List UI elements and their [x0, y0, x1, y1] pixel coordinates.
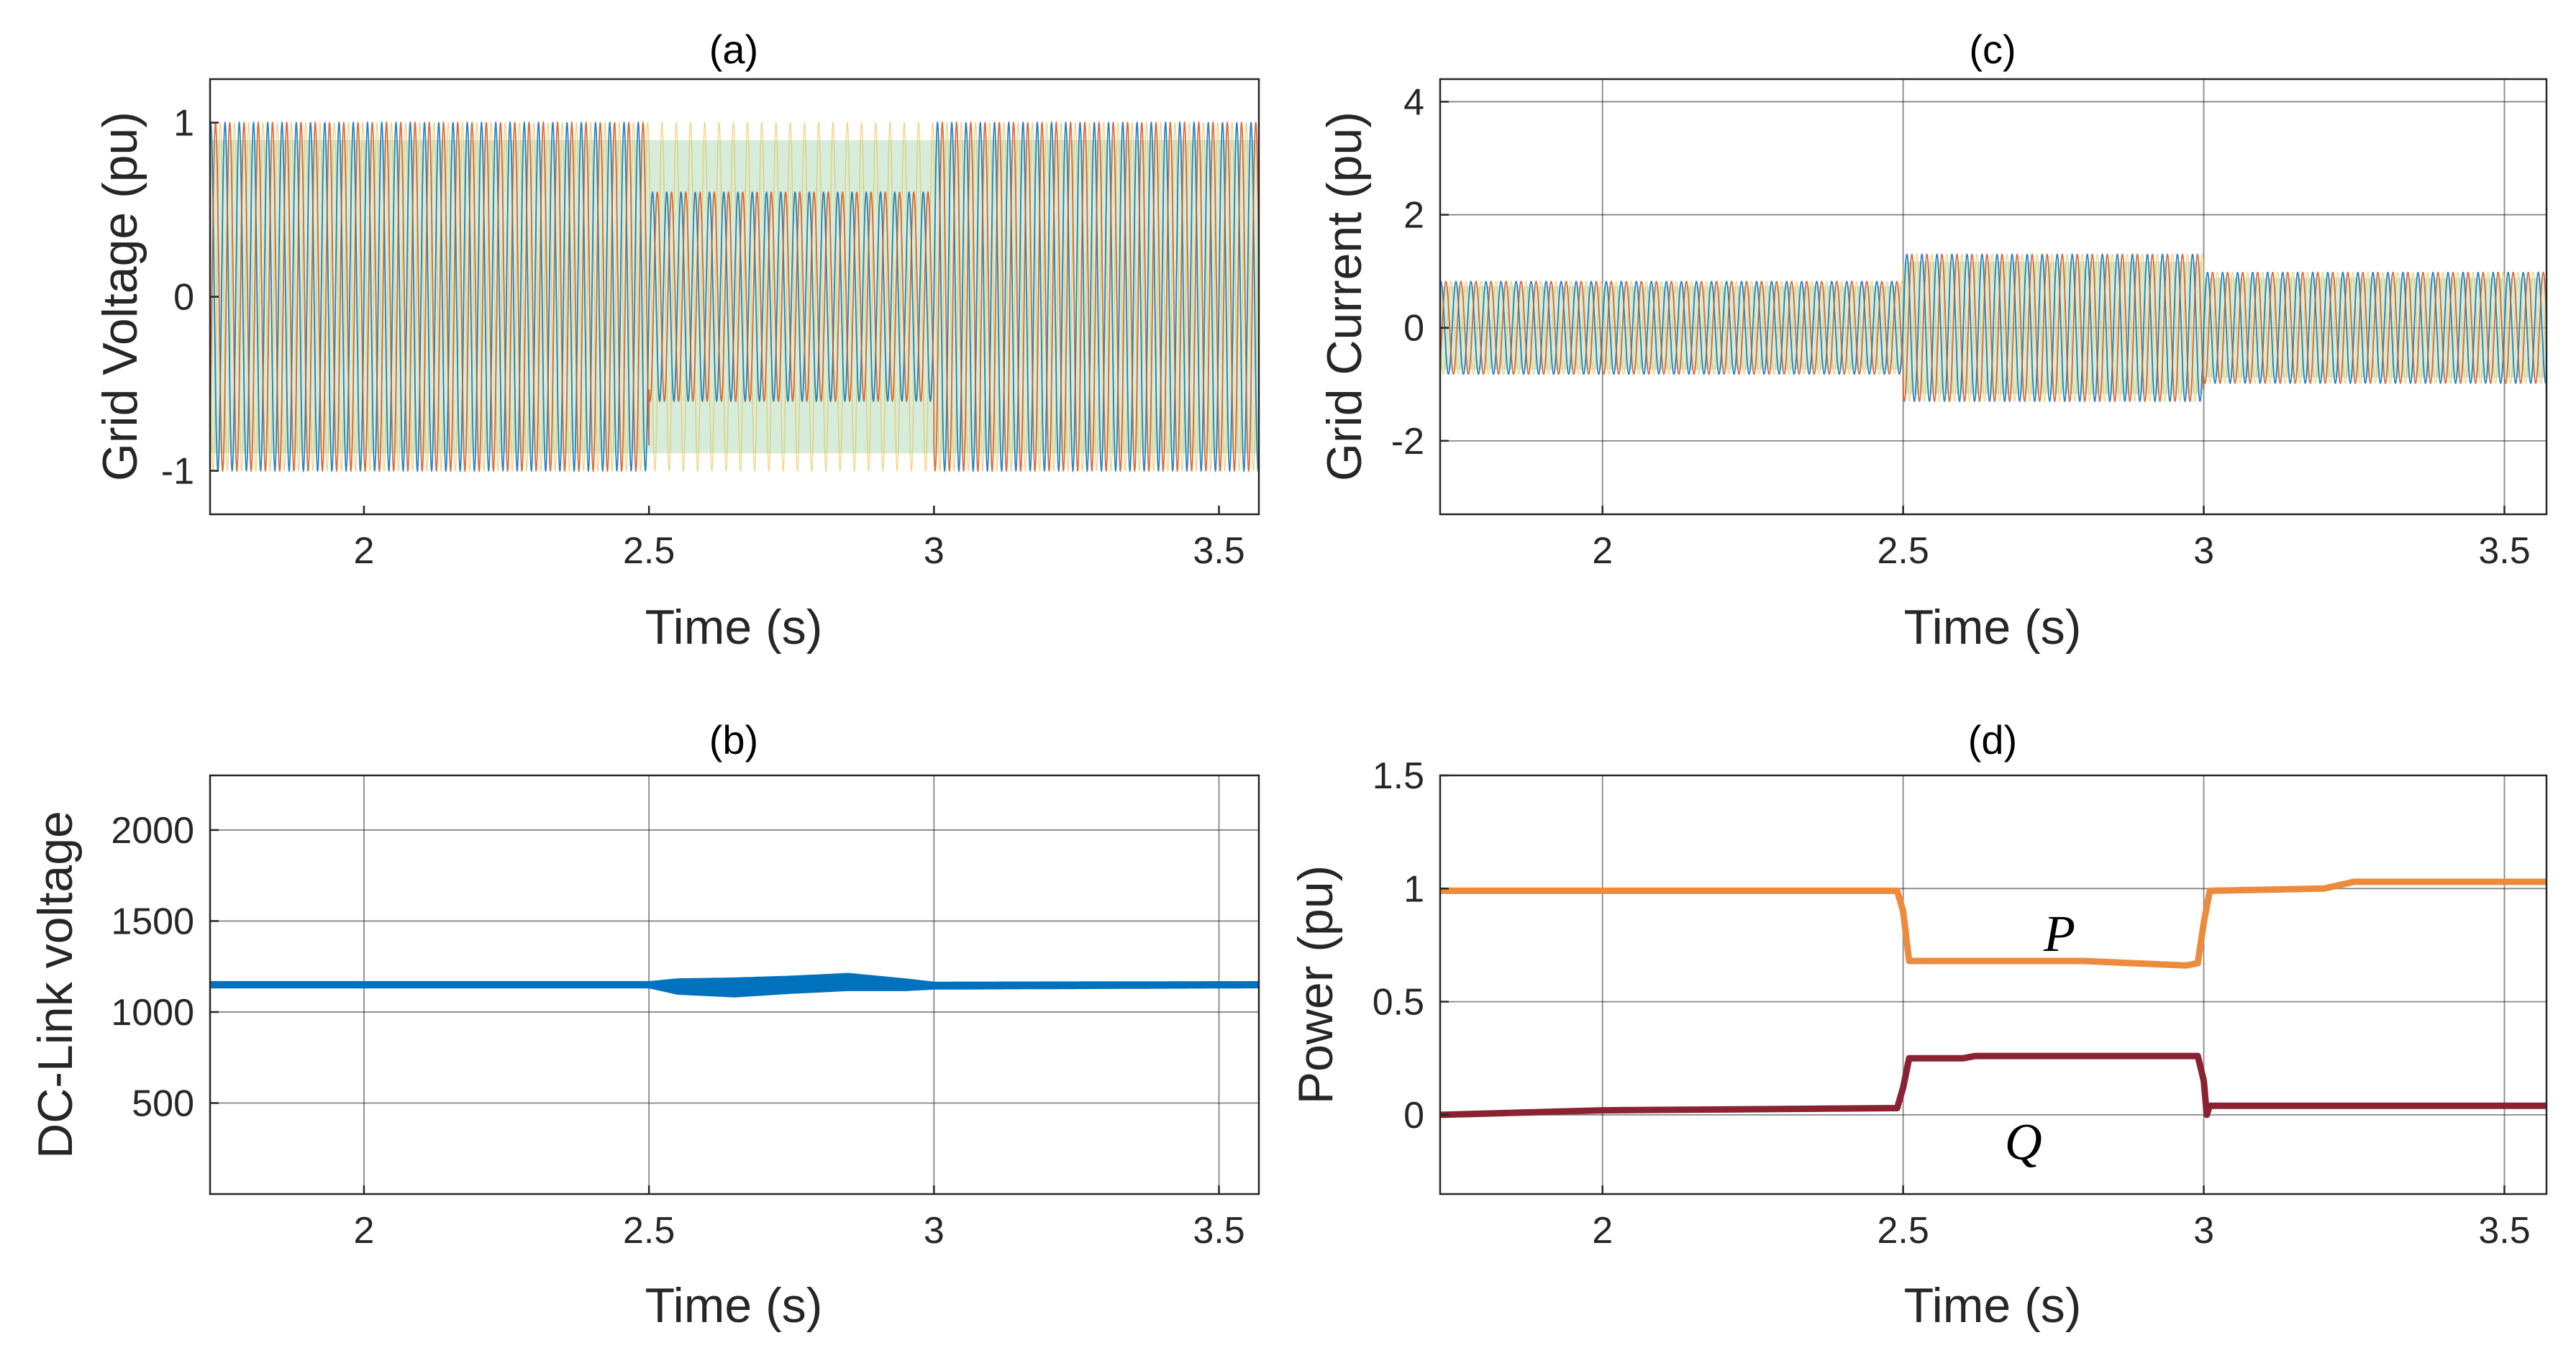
panel-a-grid-voltage: (a) Time (s) Grid Voltage (pu) 2 2.5 3 3.5 -…: [93, 27, 1260, 655]
panel-c-ytick-label: 0: [1403, 308, 1424, 350]
panel-a-xtick-label: 2.5: [623, 530, 675, 572]
panel-d-xlabel: Time (s): [1904, 1278, 2082, 1333]
panel-a-ytick-label: 0: [173, 277, 194, 319]
panel-d-xtick-label: 3: [2193, 1210, 2214, 1252]
panel-b-plot-area: [210, 775, 1259, 1194]
panel-d-series-P: [1440, 878, 2547, 969]
panel-c-series-phase-c: [1440, 253, 2547, 403]
panel-d-series-group: [1440, 878, 2547, 1119]
panel-d-ylabel: Power (pu): [1288, 865, 1343, 1105]
panel-d-annotation-P: P: [2043, 905, 2075, 962]
panel-b-ytick-label: 2000: [111, 810, 194, 852]
panel-b-series-group: [210, 973, 1259, 998]
panel-b-dc-link: (b) Time (s) DC-Link voltage 2 2.5 3 3.5 500…: [28, 717, 1260, 1333]
panel-c-ylabel: Grid Current (pu): [1317, 111, 1372, 481]
panel-b-ylabel: DC-Link voltage: [28, 811, 83, 1159]
panel-b-axes-frame: [209, 774, 1260, 1195]
panel-d-ytick-label: 1: [1403, 868, 1424, 910]
panel-a-series-phase-b: [210, 120, 1259, 473]
panel-c-ytick-label: 4: [1403, 81, 1424, 123]
panel-b-xtick-label: 3.5: [1193, 1210, 1244, 1252]
panel-c-series-phase-a: [1440, 253, 2547, 403]
panel-c-ytick-label: 2: [1403, 195, 1424, 237]
panel-a-series-phase-c: [210, 121, 1259, 473]
panel-b-ytick-label: 1500: [111, 901, 194, 942]
panel-b-ytick-label: 1000: [111, 992, 194, 1034]
panel-d-xtick-label: 2: [1592, 1210, 1613, 1252]
panel-a-title: (a): [709, 27, 758, 72]
panel-a-xlabel: Time (s): [645, 600, 823, 655]
panel-a-xtick-label: 3.5: [1193, 530, 1244, 572]
panel-a-plot-area: [210, 120, 1259, 473]
panel-d-ytick-label: 0: [1403, 1095, 1424, 1137]
panel-d-annotation-Q: Q: [2005, 1113, 2042, 1171]
panel-b-series-vdc: [210, 973, 1259, 998]
panel-c-plot-area: [1440, 79, 2547, 514]
panel-d-axes-frame: [1439, 774, 2548, 1195]
panel-d-ytick-label: 1.5: [1373, 755, 1424, 797]
panel-c-xtick-label: 2.5: [1877, 530, 1929, 572]
panel-c-series-phase-b: [1440, 253, 2547, 403]
panel-b-xtick-label: 2: [353, 1210, 374, 1252]
panel-c-xtick-label: 3: [2193, 530, 2214, 572]
panel-d-power: (d) PQ Time (s) Power (pu) 2 2.5 3 3.500.51…: [1288, 717, 2548, 1333]
panel-c-series-group: [1440, 253, 2547, 403]
panel-d-series-Q: [1440, 1052, 2547, 1119]
panel-b-title: (b): [709, 717, 758, 762]
panel-b-xtick-label: 2.5: [623, 1210, 675, 1252]
panel-c-title: (c): [1969, 27, 2016, 72]
panel-b-ytick-label: 500: [132, 1083, 194, 1124]
panel-c-ytick-label: -2: [1391, 421, 1424, 463]
panel-a-xtick-label: 2: [353, 530, 374, 572]
panel-c-xlabel: Time (s): [1904, 600, 2082, 655]
panel-d-ytick-label: 0.5: [1373, 982, 1424, 1024]
panel-b-xtick-label: 3: [924, 1210, 945, 1252]
panel-a-ylabel: Grid Voltage (pu): [93, 111, 147, 481]
panel-a-series-group: [210, 120, 1259, 473]
panel-a-xtick-label: 3: [924, 530, 945, 572]
panel-c-xtick-label: 3.5: [2478, 530, 2530, 572]
panel-c-grid-current: (c) Time (s) Grid Current (pu) 2 2.5 3 3.5 -…: [1317, 27, 2548, 655]
panel-c-xtick-label: 2: [1592, 530, 1613, 572]
panel-d-title: (d): [1968, 717, 2017, 762]
panel-d-plot-area: PQ: [1440, 775, 2547, 1194]
panel-a-ytick-label: -1: [161, 451, 194, 493]
panel-b-xlabel: Time (s): [645, 1278, 823, 1333]
panel-a-series-phase-a: [210, 120, 1259, 473]
panel-d-xtick-label: 3.5: [2478, 1210, 2530, 1252]
panel-c-axes-frame: [1439, 78, 2548, 516]
panel-d-xtick-label: 2.5: [1877, 1210, 1929, 1252]
panel-a-ytick-label: 1: [173, 103, 194, 145]
